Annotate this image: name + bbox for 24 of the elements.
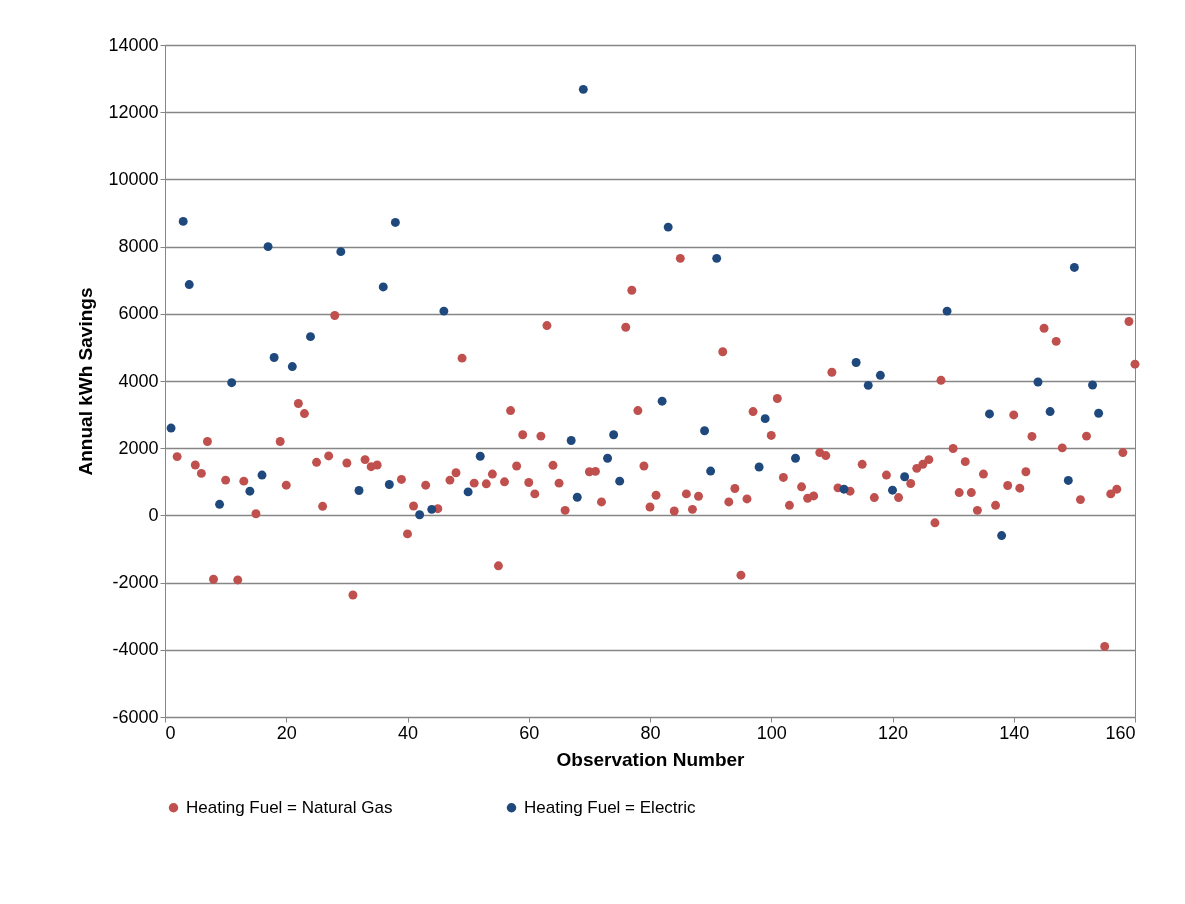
x-tick-label: 20 — [276, 722, 297, 743]
y-tick-label: 10000 — [108, 168, 159, 189]
x-tick-label: 160 — [1105, 722, 1136, 743]
y-tick-label: 4000 — [118, 370, 159, 391]
x-tick-label: 80 — [640, 722, 661, 743]
x-axis-title: Observation Number — [556, 748, 746, 770]
x-tick-label: 40 — [397, 722, 419, 743]
y-tick-label: 0 — [148, 504, 159, 525]
y-tick-label: 8000 — [118, 236, 159, 257]
y-tick-label: -2000 — [112, 572, 159, 593]
legend-label: Heating Fuel = Natural Gas — [186, 797, 393, 817]
x-tick-label: 60 — [519, 722, 540, 743]
y-tick-label: -6000 — [112, 706, 159, 727]
y-tick-label: 6000 — [118, 303, 159, 324]
y-tick-label: 12000 — [108, 101, 159, 122]
y-axis-title: Annual kWh Savings — [75, 287, 97, 476]
y-tick-label: 14000 — [108, 34, 159, 55]
x-tick-label: 0 — [165, 722, 176, 743]
x-tick-label: 120 — [877, 722, 909, 743]
legend-label: Heating Fuel = Electric — [524, 797, 696, 817]
x-tick-label: 100 — [756, 722, 787, 743]
y-tick-label: 2000 — [118, 437, 159, 458]
x-tick-label: 140 — [999, 722, 1030, 743]
y-tick-label: -4000 — [112, 639, 159, 660]
